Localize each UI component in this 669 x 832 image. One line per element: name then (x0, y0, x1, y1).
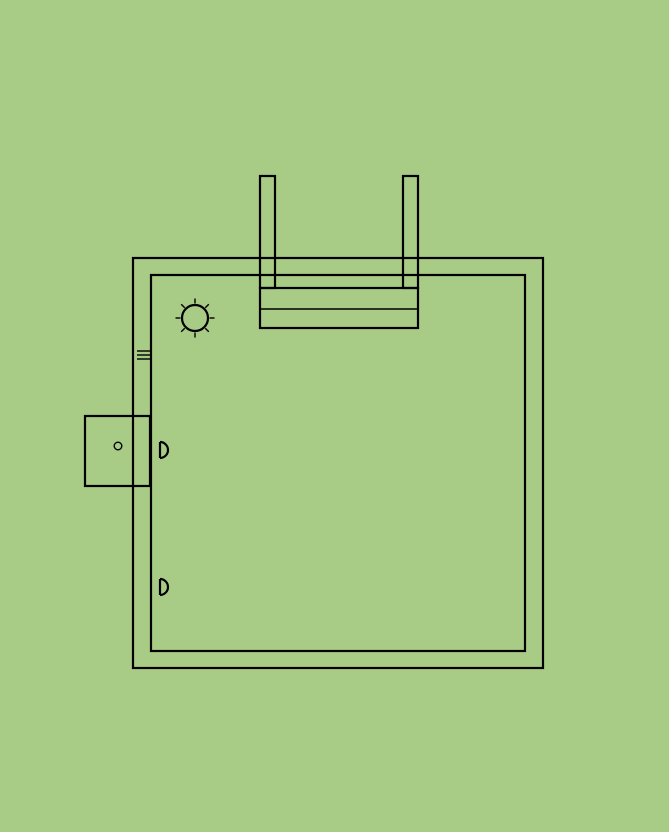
external-box (85, 416, 150, 486)
room-inner-wall (151, 275, 525, 651)
ceiling-light-ray (205, 304, 209, 308)
external-box-dot-icon (114, 442, 122, 450)
ceiling-light-icon (182, 305, 208, 331)
ceiling-light-ray (205, 328, 209, 332)
bench (260, 288, 418, 328)
door-knob-1 (160, 442, 168, 458)
floorplan-diagram (0, 0, 669, 832)
door-knob-2 (160, 579, 168, 595)
post-right (403, 176, 418, 288)
ceiling-light-ray (181, 304, 185, 308)
post-left (260, 176, 275, 288)
ceiling-light-ray (181, 328, 185, 332)
room-outer-wall (133, 258, 543, 668)
